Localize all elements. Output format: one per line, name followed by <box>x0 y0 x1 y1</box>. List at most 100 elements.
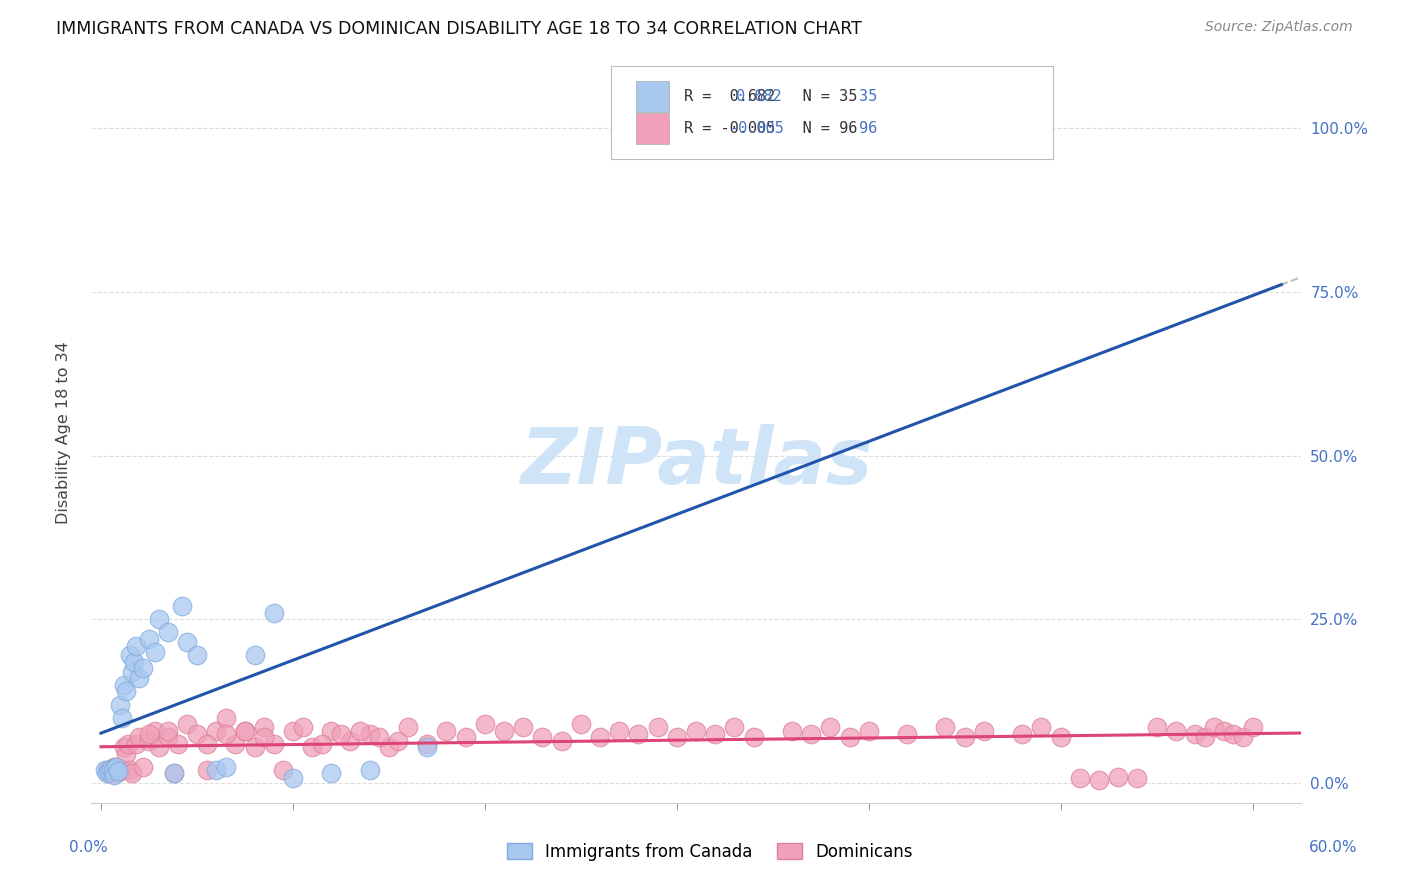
Point <box>742 731 765 745</box>
Point <box>780 723 803 738</box>
Point <box>1184 727 1206 741</box>
Point <box>101 764 124 779</box>
Point <box>474 717 496 731</box>
Point <box>349 723 371 738</box>
Point <box>454 731 477 745</box>
Text: 60.0%: 60.0% <box>1309 840 1357 855</box>
Point <box>416 737 439 751</box>
Point <box>176 635 198 649</box>
Point <box>291 721 314 735</box>
Point <box>103 768 125 782</box>
Point <box>800 727 823 741</box>
Point <box>416 740 439 755</box>
Point <box>1107 770 1129 784</box>
Point <box>1146 721 1168 735</box>
Point <box>281 723 304 738</box>
Point <box>195 763 218 777</box>
Point <box>339 733 361 747</box>
FancyBboxPatch shape <box>636 112 669 144</box>
Legend: Immigrants from Canada, Dominicans: Immigrants from Canada, Dominicans <box>501 837 920 868</box>
Point <box>157 625 180 640</box>
Point <box>105 766 128 780</box>
Point <box>243 740 266 755</box>
Point <box>186 727 208 741</box>
Point <box>253 731 276 745</box>
Point <box>138 733 160 747</box>
Point <box>233 723 256 738</box>
Point <box>118 763 141 777</box>
Text: Source: ZipAtlas.com: Source: ZipAtlas.com <box>1205 20 1353 34</box>
Point <box>128 731 150 745</box>
Point <box>108 764 131 779</box>
FancyBboxPatch shape <box>636 81 669 112</box>
Point <box>97 764 120 779</box>
Point <box>100 762 122 776</box>
Point <box>205 723 228 738</box>
Point <box>163 766 186 780</box>
Point <box>301 740 323 755</box>
Text: 0.0%: 0.0% <box>69 840 108 855</box>
Point <box>359 763 381 777</box>
Point <box>107 763 129 777</box>
Point <box>387 733 409 747</box>
Point <box>128 671 150 685</box>
Point <box>589 731 612 745</box>
Text: IMMIGRANTS FROM CANADA VS DOMINICAN DISABILITY AGE 18 TO 34 CORRELATION CHART: IMMIGRANTS FROM CANADA VS DOMINICAN DISA… <box>56 20 862 37</box>
Point <box>550 733 572 747</box>
Point <box>96 763 118 777</box>
Point <box>243 648 266 663</box>
Point <box>186 648 208 663</box>
Point <box>101 763 124 777</box>
Point <box>321 723 343 738</box>
Point <box>132 760 155 774</box>
Point <box>215 711 238 725</box>
Text: -0.005: -0.005 <box>730 120 785 136</box>
Point <box>1088 772 1111 787</box>
Point <box>94 763 117 777</box>
Point <box>143 645 166 659</box>
Text: 0.682: 0.682 <box>735 89 782 104</box>
Point <box>143 723 166 738</box>
Point <box>1232 731 1254 745</box>
Point <box>124 639 146 653</box>
Point <box>838 731 860 745</box>
Y-axis label: Disability Age 18 to 34: Disability Age 18 to 34 <box>56 342 70 524</box>
Point <box>1164 723 1187 738</box>
Point <box>1049 731 1071 745</box>
Point <box>112 740 135 755</box>
Point <box>665 731 688 745</box>
Point <box>1126 771 1149 785</box>
Point <box>111 711 134 725</box>
Point <box>148 740 170 755</box>
Text: R =  0.682   N = 35: R = 0.682 N = 35 <box>683 89 858 104</box>
Point <box>107 764 129 779</box>
Point <box>138 727 160 741</box>
Point <box>115 747 138 761</box>
Point <box>627 727 650 741</box>
Text: 35: 35 <box>859 89 877 104</box>
Text: ZIPatlas: ZIPatlas <box>520 425 872 500</box>
Point <box>176 717 198 731</box>
Point <box>103 760 125 774</box>
Point <box>492 723 515 738</box>
Point <box>281 771 304 785</box>
Point <box>117 737 139 751</box>
Point <box>263 606 285 620</box>
Point <box>115 684 138 698</box>
Point <box>512 721 534 735</box>
Point <box>170 599 193 614</box>
Point <box>122 655 145 669</box>
Point <box>205 763 228 777</box>
Point <box>1194 731 1216 745</box>
Point <box>1212 723 1234 738</box>
Point <box>105 760 128 774</box>
Point <box>138 632 160 646</box>
Point <box>858 723 880 738</box>
Point <box>359 727 381 741</box>
Point <box>132 661 155 675</box>
Point <box>215 727 238 741</box>
Point <box>607 723 630 738</box>
Point <box>896 727 918 741</box>
Text: 96: 96 <box>859 120 877 136</box>
Point <box>820 721 842 735</box>
